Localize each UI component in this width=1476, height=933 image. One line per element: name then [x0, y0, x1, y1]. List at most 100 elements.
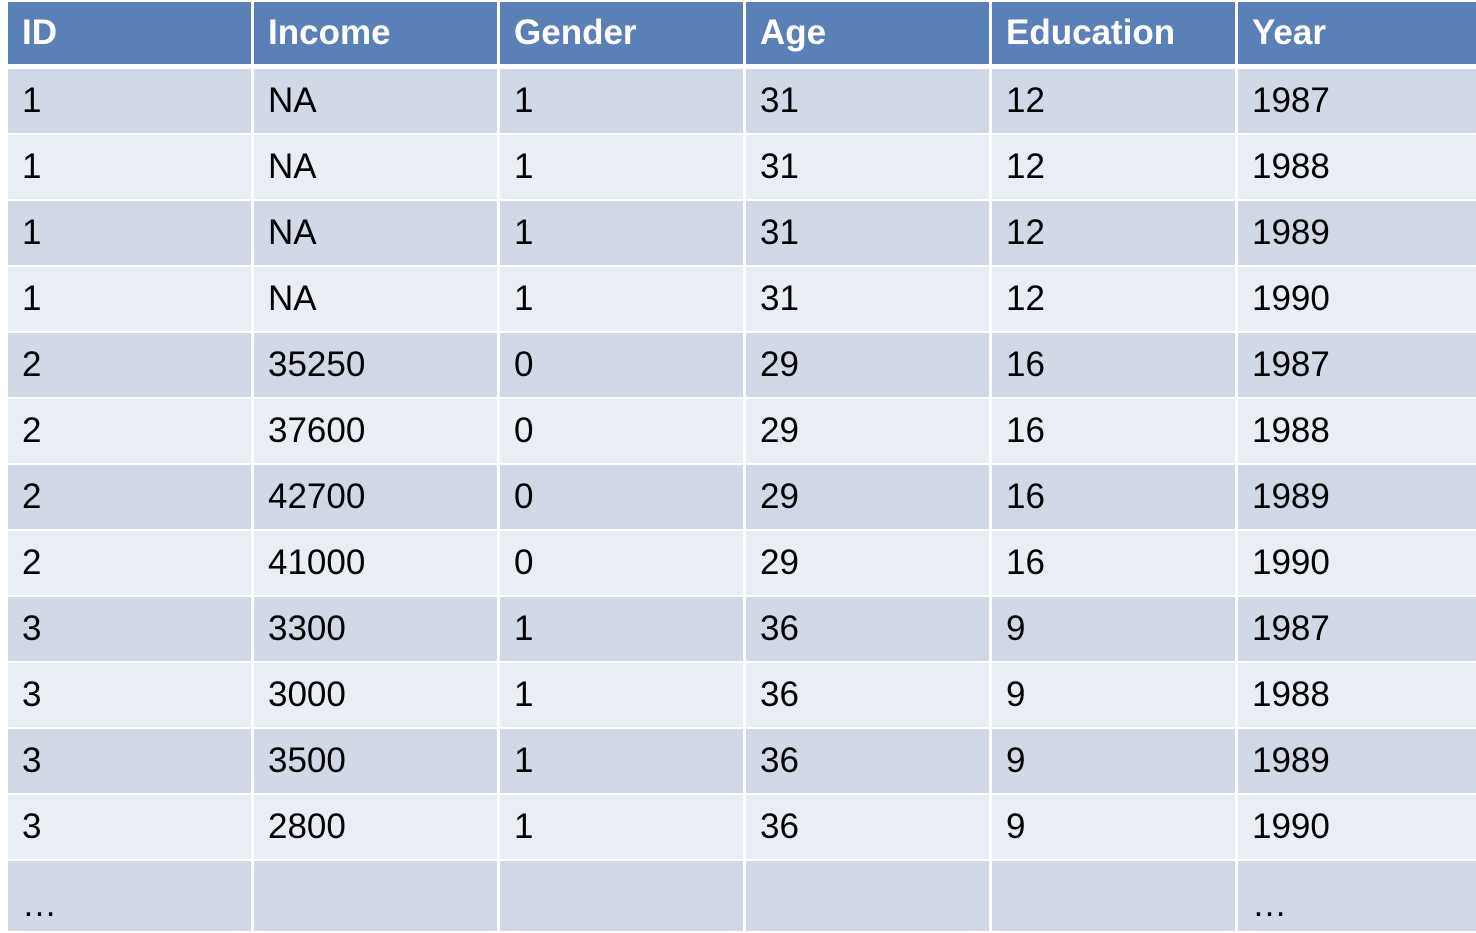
- cell-education: 12: [989, 66, 1238, 135]
- cell-year: 1988: [1235, 134, 1476, 201]
- cell-gender: 1: [497, 66, 746, 135]
- table-row: 2 37600 0 29 16 1988: [5, 398, 1476, 465]
- cell-education: 16: [989, 332, 1238, 399]
- cell-age: 31: [743, 200, 992, 267]
- cell-education: 16: [989, 398, 1238, 465]
- cell-year: 1989: [1235, 464, 1476, 531]
- cell-age: 31: [743, 134, 992, 201]
- cell-education: 16: [989, 464, 1238, 531]
- cell-education: 9: [989, 794, 1238, 861]
- header-age: Age: [743, 0, 992, 69]
- cell-age: 29: [743, 332, 992, 399]
- cell-income: 41000: [251, 530, 500, 597]
- table-row: 3 3500 1 36 9 1989: [5, 728, 1476, 795]
- cell-gender: 1: [497, 596, 746, 663]
- cell-age: 36: [743, 596, 992, 663]
- cell-year: 1987: [1235, 332, 1476, 399]
- header-year: Year: [1235, 0, 1476, 69]
- cell-year: 1990: [1235, 794, 1476, 861]
- cell-gender: 0: [497, 530, 746, 597]
- cell-age: 29: [743, 530, 992, 597]
- cell-education: 9: [989, 662, 1238, 729]
- cell-gender: [497, 860, 746, 933]
- cell-id: 2: [5, 398, 254, 465]
- cell-education: 12: [989, 134, 1238, 201]
- cell-id: 3: [5, 662, 254, 729]
- cell-id: 2: [5, 530, 254, 597]
- cell-id: 1: [5, 200, 254, 267]
- cell-year: 1988: [1235, 662, 1476, 729]
- cell-age: 29: [743, 464, 992, 531]
- cell-year: 1989: [1235, 200, 1476, 267]
- cell-income: 3500: [251, 728, 500, 795]
- cell-id: 2: [5, 332, 254, 399]
- header-education: Education: [989, 0, 1238, 69]
- cell-id: 1: [5, 66, 254, 135]
- cell-id: 3: [5, 596, 254, 663]
- cell-income: 42700: [251, 464, 500, 531]
- cell-year: 1987: [1235, 596, 1476, 663]
- table-row: 1 NA 1 31 12 1989: [5, 200, 1476, 267]
- header-id: ID: [5, 0, 254, 69]
- cell-gender: 1: [497, 794, 746, 861]
- table-row: 1 NA 1 31 12 1988: [5, 134, 1476, 201]
- cell-age: 29: [743, 398, 992, 465]
- table-row: ……: [5, 860, 1476, 933]
- cell-income: 3000: [251, 662, 500, 729]
- header-gender: Gender: [497, 0, 746, 69]
- cell-income: [251, 860, 500, 933]
- header-income: Income: [251, 0, 500, 69]
- cell-age: 36: [743, 662, 992, 729]
- cell-age: 36: [743, 794, 992, 861]
- cell-income: 37600: [251, 398, 500, 465]
- cell-gender: 0: [497, 332, 746, 399]
- table-row: 3 2800 1 36 9 1990: [5, 794, 1476, 861]
- cell-gender: 1: [497, 266, 746, 333]
- cell-gender: 1: [497, 134, 746, 201]
- table-row: 3 3300 1 36 9 1987: [5, 596, 1476, 663]
- cell-age: [743, 860, 992, 933]
- cell-age: 31: [743, 266, 992, 333]
- table-row: 2 35250 0 29 16 1987: [5, 332, 1476, 399]
- cell-id: 3: [5, 728, 254, 795]
- cell-education: 12: [989, 200, 1238, 267]
- cell-education: 9: [989, 728, 1238, 795]
- cell-year: 1990: [1235, 530, 1476, 597]
- table-row: 1 NA 1 31 12 1987: [5, 66, 1476, 135]
- table-body: 1 NA 1 31 12 1987 1 NA 1 31 12 1988 1 NA 1 31 12 1989 1 NA 1…: [5, 66, 1476, 933]
- table-row: 1 NA 1 31 12 1990: [5, 266, 1476, 333]
- cell-id: 1: [5, 266, 254, 333]
- data-table-container: ID Income Gender Age Education Year 1 NA 1…: [5, 0, 1476, 933]
- cell-year: …: [1235, 860, 1476, 933]
- cell-gender: 1: [497, 200, 746, 267]
- table-row: 2 41000 0 29 16 1990: [5, 530, 1476, 597]
- cell-income: 35250: [251, 332, 500, 399]
- cell-income: NA: [251, 200, 500, 267]
- panel-data-table: ID Income Gender Age Education Year 1 NA 1…: [5, 0, 1476, 933]
- cell-education: 9: [989, 596, 1238, 663]
- cell-income: NA: [251, 66, 500, 135]
- cell-year: 1987: [1235, 66, 1476, 135]
- cell-income: 2800: [251, 794, 500, 861]
- table-header-row: ID Income Gender Age Education Year: [5, 0, 1476, 69]
- cell-income: NA: [251, 134, 500, 201]
- cell-id: 1: [5, 134, 254, 201]
- cell-id: 2: [5, 464, 254, 531]
- table-row: 3 3000 1 36 9 1988: [5, 662, 1476, 729]
- cell-id: …: [5, 860, 254, 933]
- cell-education: 12: [989, 266, 1238, 333]
- cell-age: 31: [743, 66, 992, 135]
- cell-gender: 1: [497, 662, 746, 729]
- cell-year: 1988: [1235, 398, 1476, 465]
- cell-gender: 1: [497, 728, 746, 795]
- cell-education: [989, 860, 1238, 933]
- cell-income: NA: [251, 266, 500, 333]
- cell-income: 3300: [251, 596, 500, 663]
- cell-gender: 0: [497, 464, 746, 531]
- cell-age: 36: [743, 728, 992, 795]
- cell-id: 3: [5, 794, 254, 861]
- cell-gender: 0: [497, 398, 746, 465]
- cell-education: 16: [989, 530, 1238, 597]
- table-row: 2 42700 0 29 16 1989: [5, 464, 1476, 531]
- cell-year: 1989: [1235, 728, 1476, 795]
